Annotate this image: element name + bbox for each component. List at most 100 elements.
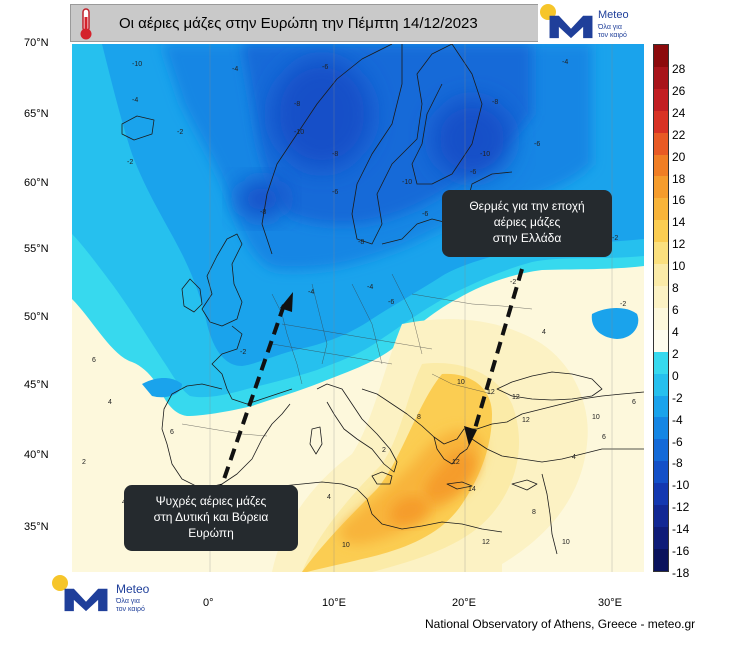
coast-uk bbox=[201, 233, 243, 327]
logo-word: Meteo bbox=[116, 582, 150, 596]
contour-label: -8 bbox=[294, 101, 300, 108]
colorbar-segment bbox=[654, 154, 668, 177]
callout-cold-line-2: στη Δυτική και Βόρεια bbox=[153, 510, 269, 524]
borders bbox=[181, 273, 533, 437]
colorbar-tick-label: 4 bbox=[672, 324, 679, 339]
colorbar-tick-label: 26 bbox=[672, 83, 686, 98]
colorbar-tick-label: -16 bbox=[672, 544, 690, 559]
colorbar-segment bbox=[654, 329, 668, 352]
cold-core-10b bbox=[432, 99, 512, 179]
contour-label: -4 bbox=[562, 59, 568, 66]
colorbar-segment bbox=[654, 395, 668, 418]
colorbar-segment bbox=[654, 439, 668, 462]
contour-label: 8 bbox=[417, 414, 421, 421]
colorbar-segment bbox=[654, 461, 668, 484]
colorbar-tick-label: 0 bbox=[672, 368, 679, 383]
colorbar-segment bbox=[654, 220, 668, 243]
coast-iceland bbox=[121, 115, 155, 141]
colorbar-tick-label: -8 bbox=[672, 456, 683, 471]
lat-label-50: 50°N bbox=[24, 311, 49, 323]
contour-label: 10 bbox=[342, 542, 350, 549]
colorbar-tick-label: 16 bbox=[672, 193, 686, 208]
colorbar-segment bbox=[654, 285, 668, 308]
coast-sardinia bbox=[309, 426, 323, 455]
lat-label-40: 40°N bbox=[24, 449, 49, 461]
colorbar-segment bbox=[654, 132, 668, 155]
border-5 bbox=[271, 343, 393, 365]
contour-label: 8 bbox=[532, 509, 536, 516]
lat-label-35: 35°N bbox=[24, 521, 49, 533]
colorbar-segment bbox=[654, 176, 668, 199]
colorbar-segment bbox=[654, 264, 668, 286]
coast-sicily bbox=[371, 471, 393, 485]
contour-label: 12 bbox=[452, 459, 460, 466]
arrows bbox=[210, 268, 524, 515]
lon-label-10e: 10°E bbox=[322, 597, 346, 609]
contour-label: -6 bbox=[470, 169, 476, 176]
contour-label: -4 bbox=[308, 289, 314, 296]
coast-iberia bbox=[161, 383, 291, 490]
logo-tagline-1: Όλα για bbox=[598, 24, 622, 31]
warm-16 bbox=[424, 451, 476, 502]
contour-label: 2 bbox=[382, 447, 386, 454]
meteo-logo-bottom[interactable]: Meteo Όλα για τον καιρό bbox=[52, 573, 162, 617]
contour-label: -6 bbox=[388, 299, 394, 306]
colorbar-tick-label: 6 bbox=[672, 303, 679, 318]
contour-label: 10 bbox=[592, 414, 600, 421]
coast-france bbox=[211, 325, 293, 405]
colorbar-tick-label: 10 bbox=[672, 259, 686, 274]
colorbar-tick-label: 18 bbox=[672, 171, 686, 186]
contour-label: -4 bbox=[232, 66, 238, 73]
contour-label: 10 bbox=[562, 539, 570, 546]
warm-14 bbox=[339, 429, 483, 545]
coast-finland bbox=[411, 44, 483, 185]
coast-italy bbox=[316, 383, 398, 473]
contour-label: 12 bbox=[487, 389, 495, 396]
contour-label: 6 bbox=[632, 399, 636, 406]
logo-m-icon bbox=[64, 588, 108, 612]
cold-core-10a bbox=[272, 59, 372, 169]
lat-label-45: 45°N bbox=[24, 379, 49, 391]
callout-cold-line-1: Ψυχρές αέριες μάζες bbox=[155, 494, 267, 508]
contour-label: -6 bbox=[322, 64, 328, 71]
contour-label: -10 bbox=[480, 151, 490, 158]
logo-tagline-2: τον καιρό bbox=[116, 606, 145, 613]
border-6 bbox=[281, 323, 433, 350]
colorbar-tick-label: 2 bbox=[672, 346, 679, 361]
callout-warm-line-1: Θερμές για την εποχή bbox=[469, 199, 585, 213]
lon-label-0: 0° bbox=[203, 597, 214, 609]
contour-label: -2 bbox=[612, 235, 618, 242]
colorbar-tick-label: -12 bbox=[672, 500, 690, 515]
logo-tagline-2: τον καιρό bbox=[598, 32, 627, 39]
contour-label: -2 bbox=[240, 349, 246, 356]
contour-label: 12 bbox=[482, 539, 490, 546]
colorbar-tick-label: 12 bbox=[672, 237, 686, 252]
coast-norway-sweden bbox=[261, 44, 453, 255]
colorbar-tick-label: 14 bbox=[672, 215, 686, 230]
contour-label: -8 bbox=[492, 99, 498, 106]
colorbar-segment bbox=[654, 505, 668, 527]
contour-label: 4 bbox=[542, 329, 546, 336]
coast-levant bbox=[541, 473, 558, 555]
contour-label: 2 bbox=[82, 459, 86, 466]
graticule bbox=[209, 44, 613, 572]
meteo-logo[interactable]: Meteo Όλα για τον καιρό bbox=[538, 4, 642, 42]
contour-label: 4 bbox=[327, 494, 331, 501]
contour-label: 12 bbox=[512, 394, 520, 401]
lat-label-60: 60°N bbox=[24, 177, 49, 189]
colorbar-tick-label: -6 bbox=[672, 434, 683, 449]
coastlines bbox=[121, 44, 644, 555]
cold-patch-pyrenees bbox=[142, 378, 182, 398]
colorbar-segment bbox=[654, 417, 668, 440]
contour-label: -10 bbox=[402, 179, 412, 186]
border-3 bbox=[351, 283, 383, 365]
contour-label: -6 bbox=[332, 189, 338, 196]
contour-label: 10 bbox=[457, 379, 465, 386]
colorbar-segment bbox=[654, 483, 668, 506]
colorbar-segment bbox=[654, 351, 668, 374]
border-4 bbox=[391, 273, 423, 355]
colorbar-segment bbox=[654, 198, 668, 221]
colorbar-tick-label: -18 bbox=[672, 566, 690, 581]
contour-label: -4 bbox=[367, 284, 373, 291]
contour-label: -2 bbox=[177, 129, 183, 136]
